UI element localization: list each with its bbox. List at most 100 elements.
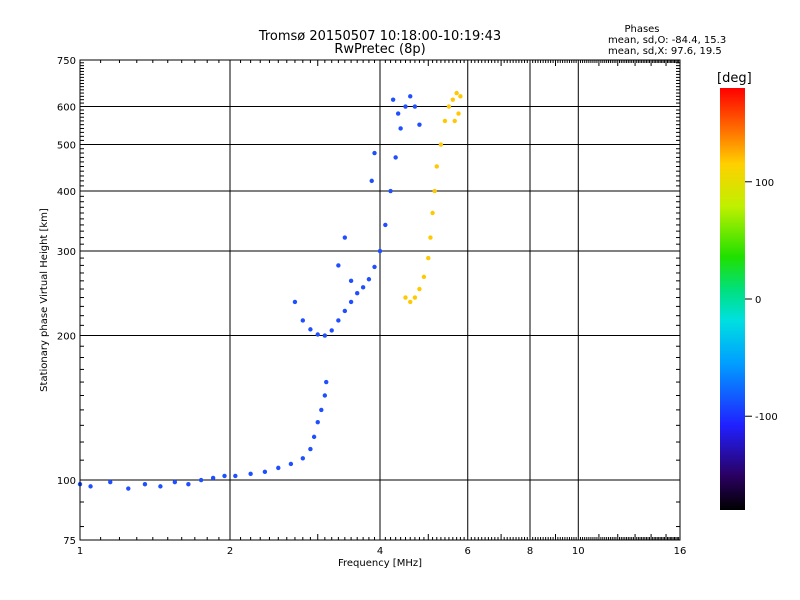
data-point-o [292, 299, 298, 305]
chart-title: Tromsø 20150507 10:18:00-10:19:43 [258, 29, 501, 44]
data-point-o [398, 126, 403, 131]
x-tick-label: 2 [227, 546, 233, 557]
data-point-x [430, 210, 435, 216]
stats-heading: Phases [624, 24, 659, 35]
data-point-o [108, 479, 113, 485]
data-point-o [288, 461, 294, 467]
data-point-o [336, 263, 341, 268]
y-tick-label: 500 [57, 141, 76, 152]
data-point-o [408, 94, 413, 99]
colorbar-tick-label: -100 [755, 412, 778, 423]
data-point-o [322, 333, 328, 338]
data-point-x [408, 299, 413, 305]
data-point-o [377, 248, 383, 254]
x-tick-label: 16 [674, 546, 687, 557]
data-point-o [390, 97, 396, 102]
data-point-o [372, 150, 377, 156]
data-point-o [262, 469, 268, 475]
x-tick-label: 10 [572, 546, 585, 557]
data-point-o [336, 318, 341, 323]
y-tick-label: 200 [57, 332, 76, 343]
data-point-x [438, 142, 444, 147]
data-point-o [329, 328, 334, 333]
data-point-o [158, 484, 163, 489]
data-point-x [434, 164, 439, 169]
y-tick-label: 75 [63, 536, 76, 547]
data-point-o [342, 308, 348, 314]
data-point-x [432, 188, 437, 194]
y-axis-label: Stationary phase Virtual Height [km] [39, 208, 50, 392]
data-point-x [403, 295, 408, 300]
data-point-o [417, 122, 422, 127]
data-point-x [421, 274, 427, 280]
data-point-o [412, 104, 418, 109]
data-point-o [233, 473, 238, 479]
y-tick-label: 750 [57, 56, 76, 67]
data-point-o [300, 318, 306, 323]
data-point-o [369, 178, 374, 184]
plot-frame [79, 59, 681, 541]
data-point-o [403, 104, 408, 109]
stats-o-line: mean, sd,O: -84.4, 15.3 [608, 35, 726, 46]
data-point-o [142, 482, 148, 487]
data-point-x [454, 90, 459, 96]
data-point-o [393, 155, 398, 160]
chart-subtitle: RwPretec (8p) [334, 42, 425, 57]
data-point-o [354, 291, 360, 296]
data-point-x [446, 104, 452, 109]
data-point-o [360, 285, 366, 290]
data-point-o [395, 111, 401, 116]
data-point-x [458, 94, 463, 99]
data-point-o [324, 379, 329, 385]
data-point-x [417, 286, 422, 292]
y-tick-label: 100 [57, 476, 76, 487]
data-point-o [248, 471, 253, 477]
x-axis-ticks: 1 2 4 6 8 10 16 [77, 60, 687, 557]
stats-x-line: mean, sd,X: 97.6, 19.5 [608, 46, 722, 57]
data-point-o [210, 475, 216, 481]
data-point-x [442, 118, 448, 124]
data-point-o [172, 479, 178, 485]
x-tick-label: 4 [377, 546, 383, 557]
data-point-o [388, 188, 393, 194]
colorbar-tick-label: 0 [755, 295, 761, 306]
data-point-o [315, 419, 320, 425]
data-point-o [276, 465, 281, 471]
data-point-o [366, 277, 372, 282]
colorbar-ticks: 100 0 -100 [745, 178, 778, 423]
data-point-o [300, 456, 306, 461]
data-point-o [186, 482, 191, 487]
data-point-o [348, 299, 354, 305]
x-tick-label: 6 [465, 546, 471, 557]
y-axis-ticks: 75 100 200 300 400 500 600 750 [57, 56, 680, 547]
data-point-x [412, 295, 418, 300]
data-point-o [315, 332, 320, 337]
data-point-o [383, 222, 388, 228]
data-point-o [311, 434, 317, 440]
data-point-x [452, 118, 457, 124]
x-axis-label: Frequency [MHz] [338, 558, 422, 569]
data-point-o [126, 486, 131, 491]
data-point-o [319, 407, 324, 413]
data-point-x [426, 255, 431, 261]
data-point-o [308, 446, 313, 452]
data-point-o [348, 278, 354, 284]
colorbar-label: [deg] [717, 71, 752, 86]
data-point-x [456, 111, 461, 116]
data-point-o [322, 393, 328, 398]
colorbar-tick-label: 100 [755, 178, 774, 189]
data-point-x [450, 97, 456, 102]
data-point-o [372, 264, 377, 270]
data-point-x [428, 235, 433, 240]
data-point-o [308, 327, 313, 332]
data-point-o [222, 473, 227, 479]
colorbar [720, 88, 745, 510]
data-point-o [342, 235, 348, 240]
y-tick-label: 300 [57, 247, 76, 258]
y-tick-label: 600 [57, 103, 76, 114]
data-points [77, 90, 463, 491]
y-tick-label: 400 [57, 187, 76, 198]
x-tick-label: 8 [527, 546, 533, 557]
data-point-o [198, 477, 204, 483]
